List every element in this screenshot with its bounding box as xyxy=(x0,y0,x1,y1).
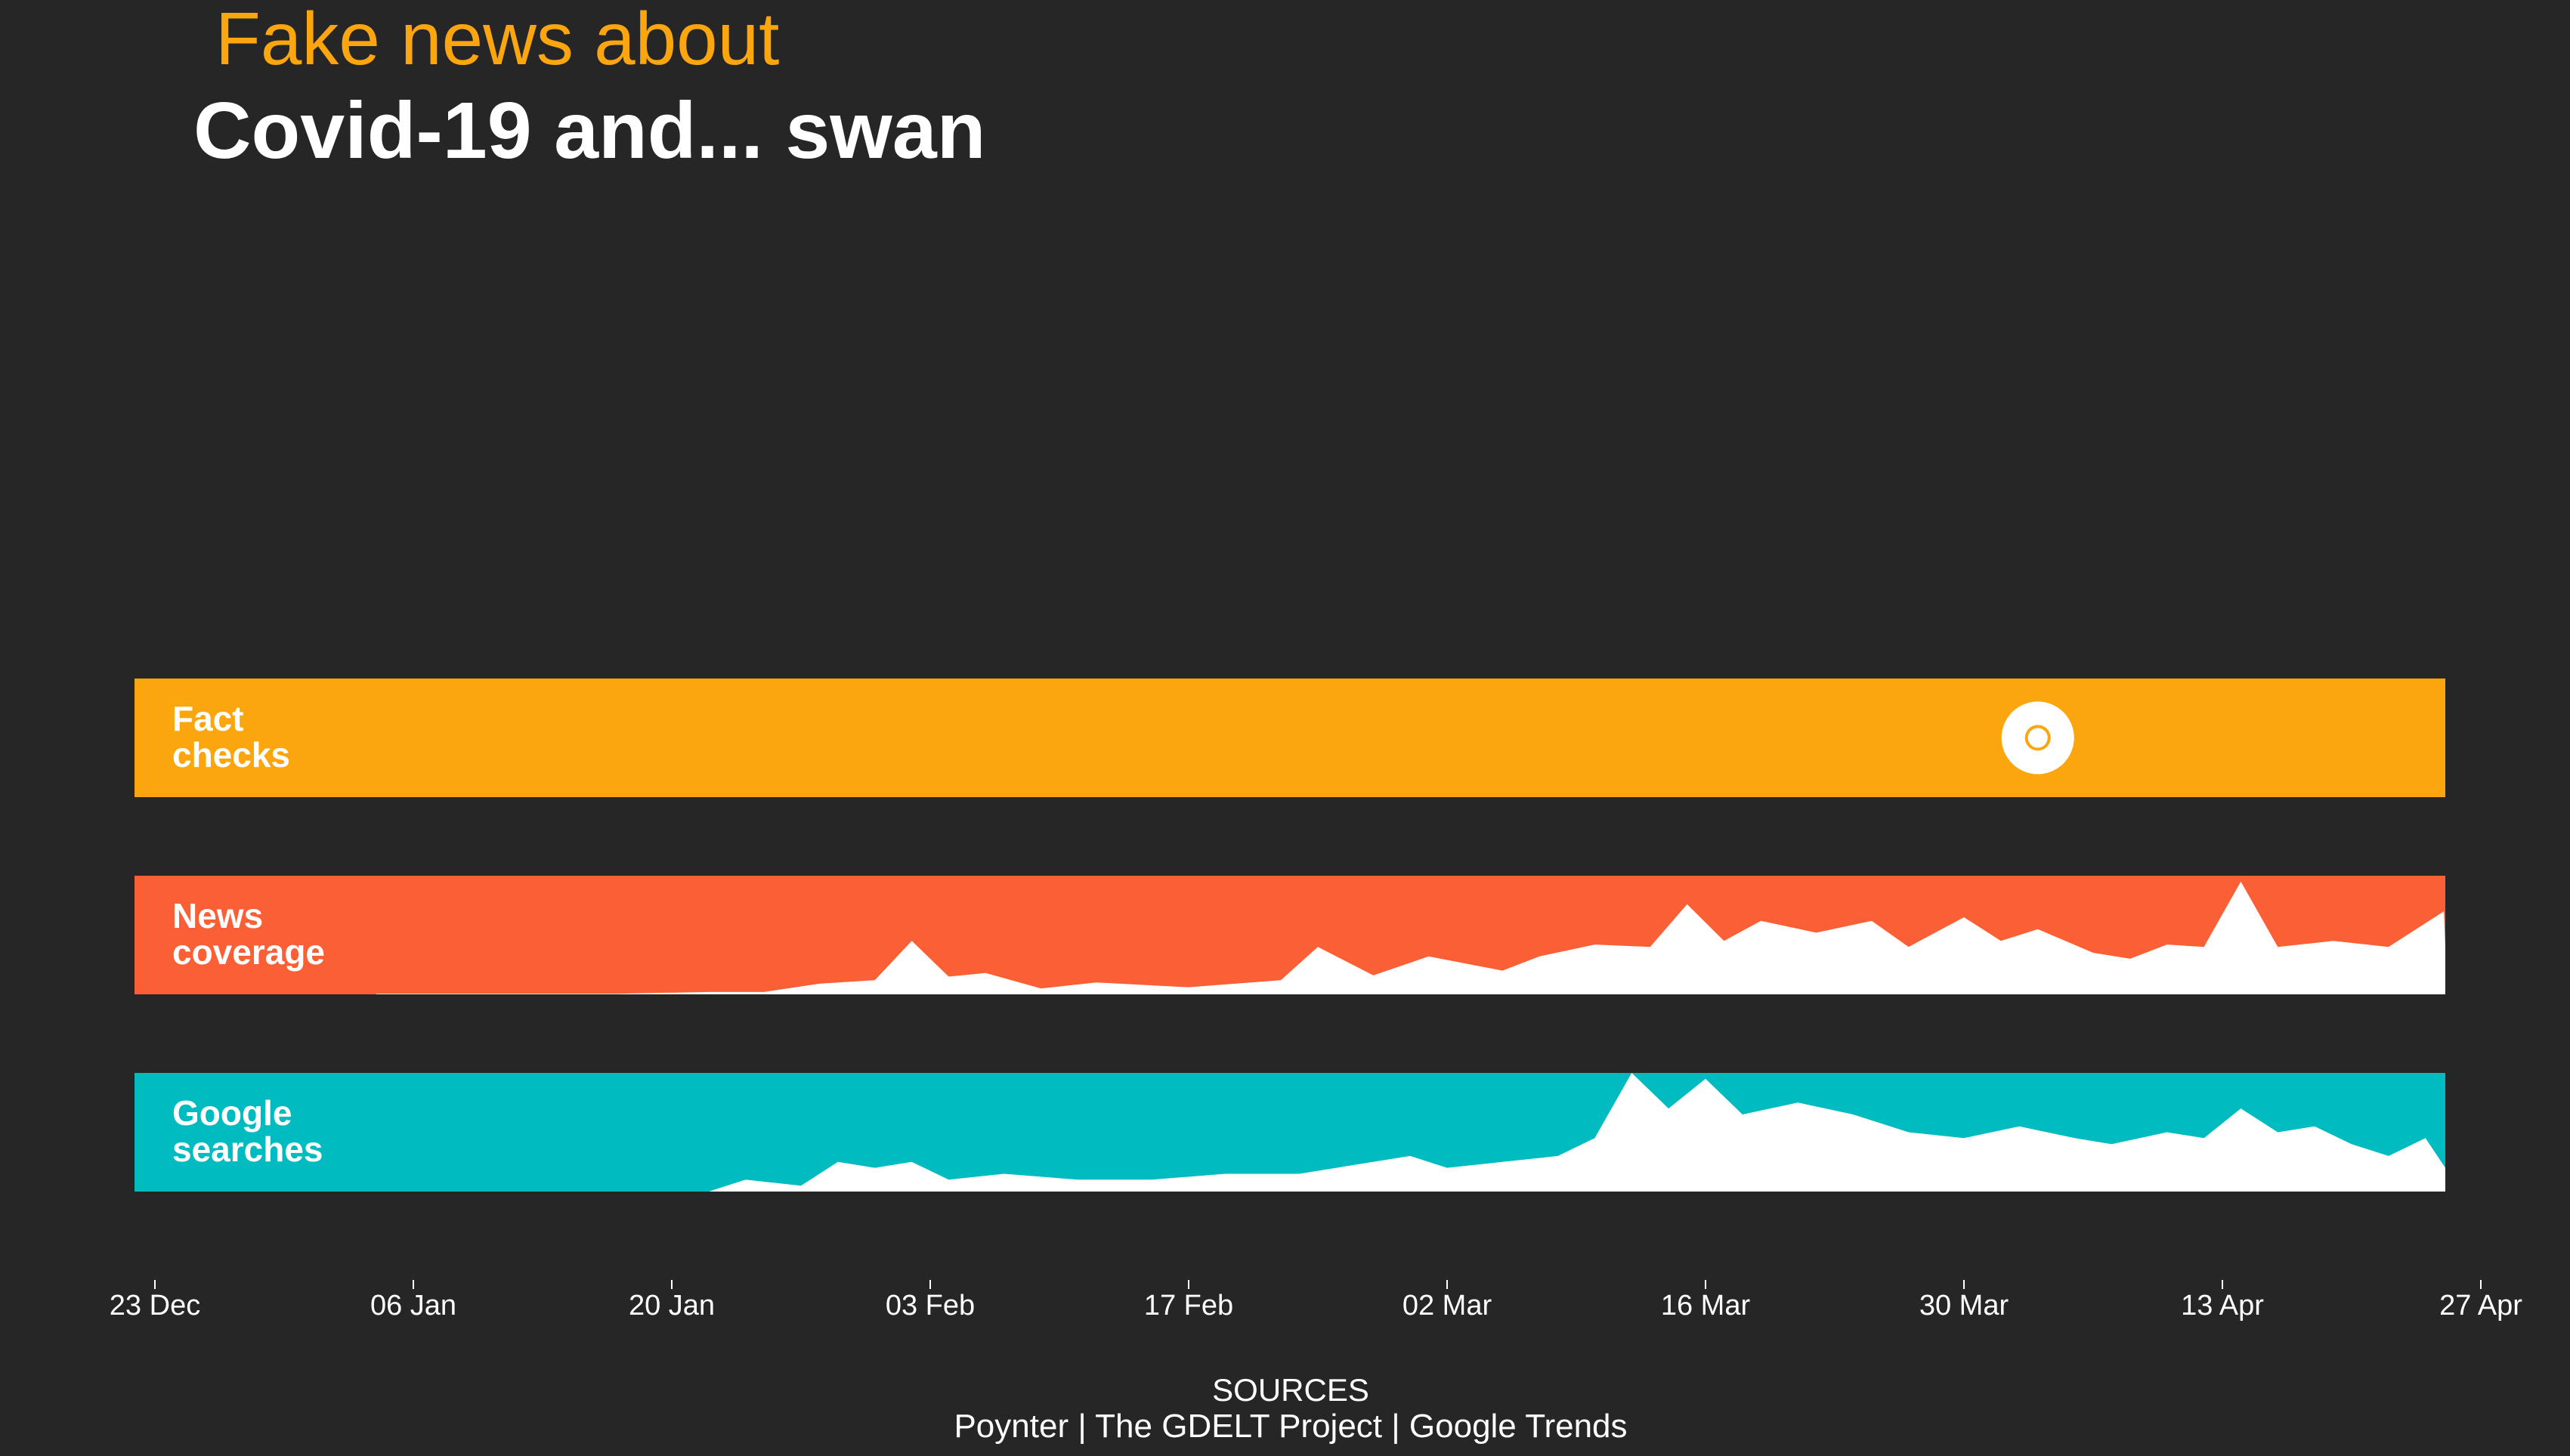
sources-list: Poynter | The GDELT Project | Google Tre… xyxy=(954,1408,1628,1445)
news-coverage-band: News coverage xyxy=(135,876,2445,994)
x-tick-label: 06 Jan xyxy=(370,1290,456,1322)
news-coverage-label-line: coverage xyxy=(172,932,325,972)
x-tick-label: 30 Mar xyxy=(1919,1290,2009,1322)
x-tick-label: 27 Apr xyxy=(2439,1290,2522,1322)
fact-checks-label-line: checks xyxy=(172,735,290,774)
fact-check-marker-ring xyxy=(2024,725,2051,751)
x-tick-label: 16 Mar xyxy=(1661,1290,1751,1322)
google-searches-label: Google searches xyxy=(172,1093,323,1169)
fact-checks-label: Fact checks xyxy=(172,699,290,774)
x-tick-label: 17 Feb xyxy=(1144,1290,1233,1322)
sources-heading: SOURCES xyxy=(1212,1372,1369,1408)
x-tick-label: 03 Feb xyxy=(886,1290,975,1322)
fact-checks-label-line: Fact xyxy=(172,699,244,738)
x-tick-label: 20 Jan xyxy=(629,1290,715,1322)
fact-checks-band-background xyxy=(135,679,2445,797)
chart-title-line1: Fake news about xyxy=(215,0,780,80)
fact-check-marker xyxy=(2001,701,2074,774)
google-searches-area xyxy=(708,1073,2446,1192)
news-coverage-label-line: News xyxy=(172,896,263,935)
x-tick-label: 02 Mar xyxy=(1403,1290,1492,1322)
fact-checks-band: Fact checks xyxy=(135,679,2445,797)
x-tick-label: 23 Dec xyxy=(110,1290,200,1322)
google-searches-band: Google searches xyxy=(135,1073,2446,1192)
google-searches-label-line: searches xyxy=(172,1130,323,1169)
google-searches-label-line: Google xyxy=(172,1093,292,1133)
x-axis: 23 Dec 06 Jan 20 Jan 03 Feb 17 Feb 02 Mar 16 M… xyxy=(110,1280,2522,1322)
bands-group: Fact checks News coverage Google searches xyxy=(135,679,2446,1192)
news-coverage-area xyxy=(376,881,2445,994)
chart-title-line2: Covid-19 and... swan xyxy=(193,86,986,175)
news-coverage-label: News coverage xyxy=(172,896,325,972)
x-tick-label: 13 Apr xyxy=(2181,1290,2264,1322)
